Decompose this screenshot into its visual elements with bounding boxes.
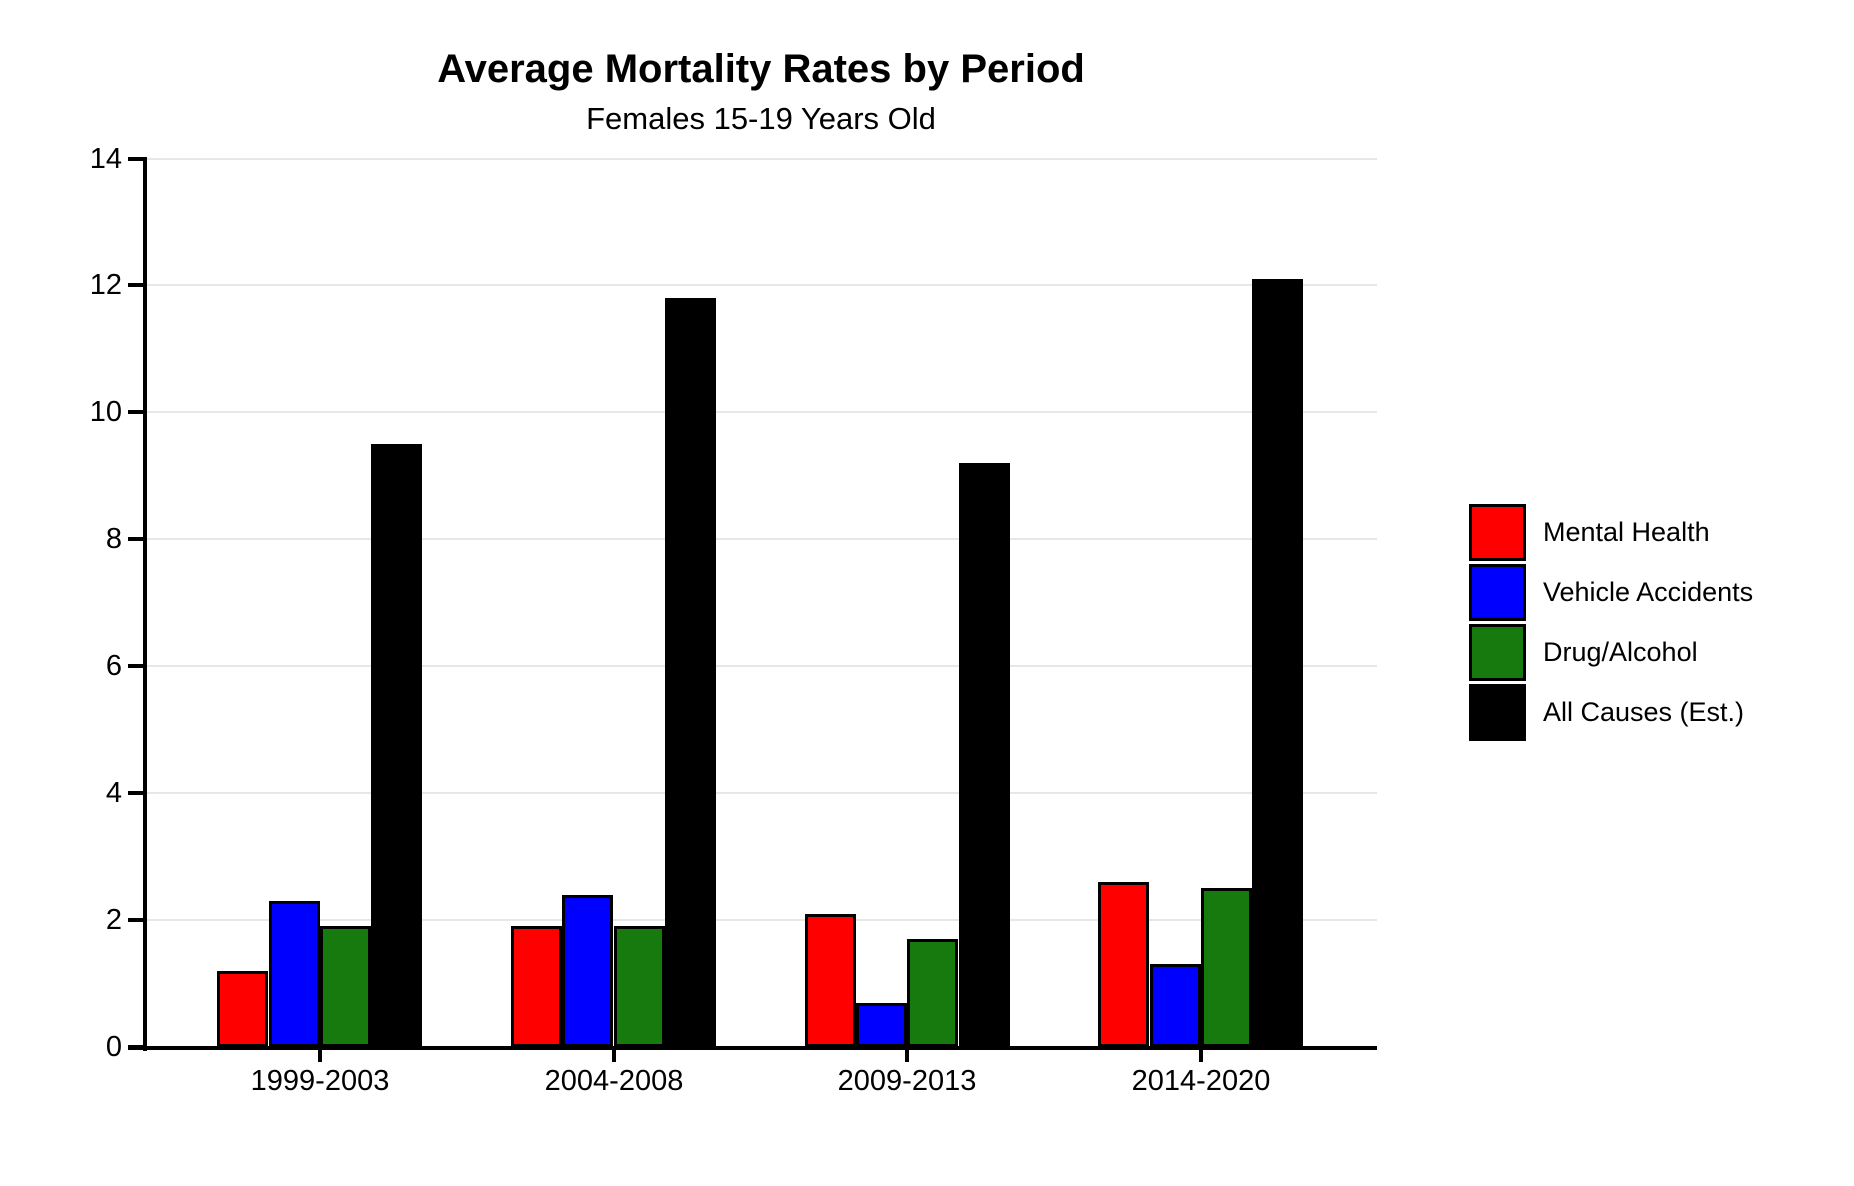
legend-item-2: Vehicle Accidents [1469, 564, 1753, 621]
chart-subtitle: Females 15-19 Years Old [586, 101, 936, 136]
bar-mental-health-1999-2003 [217, 971, 268, 1047]
bar-drug-alcohol-1999-2003 [320, 926, 371, 1047]
bar-all-causes-est-1999-2003 [371, 444, 422, 1047]
bar-mental-health-2009-2013 [805, 914, 856, 1047]
y-tick-label-0: 0 [105, 1031, 122, 1063]
gridline-y12 [145, 284, 1377, 286]
bar-drug-alcohol-2004-2008 [614, 926, 665, 1047]
y-tick-label-6: 6 [105, 650, 122, 682]
bar-vehicle-accidents-2009-2013 [856, 1003, 907, 1047]
legend-swatch-4 [1469, 684, 1526, 741]
y-tick-label-4: 4 [105, 777, 122, 809]
gridline-y2 [145, 919, 1377, 921]
y-tick-label-10: 10 [89, 396, 122, 428]
bar-drug-alcohol-2009-2013 [907, 939, 958, 1047]
legend-item-4: All Causes (Est.) [1469, 684, 1753, 741]
bar-all-causes-est-2004-2008 [665, 298, 716, 1047]
y-tick-6 [128, 664, 145, 668]
y-tick-12 [128, 283, 145, 287]
legend-swatch-3 [1469, 624, 1526, 681]
x-tick-2009-2013 [905, 1050, 909, 1062]
legend-label-4: All Causes (Est.) [1543, 697, 1745, 727]
legend: Mental Health Vehicle Accidents Drug/Alcoh… [1469, 504, 1753, 744]
x-tick-label-2014-2020: 2014-2020 [1131, 1065, 1271, 1097]
y-tick-2 [128, 918, 145, 922]
bar-all-causes-est-2014-2020 [1252, 279, 1303, 1047]
y-tick-4 [128, 791, 145, 795]
x-tick-label-1999-2003: 1999-2003 [250, 1065, 390, 1097]
y-tick-14 [128, 157, 145, 161]
legend-label-2: Vehicle Accidents [1543, 577, 1754, 607]
legend-label-1: Mental Health [1543, 517, 1710, 547]
bar-vehicle-accidents-2014-2020 [1150, 964, 1201, 1047]
chart-title: Average Mortality Rates by Period [437, 47, 1085, 91]
x-tick-1999-2003 [318, 1050, 322, 1062]
gridline-y8 [145, 538, 1377, 540]
gridline-y10 [145, 411, 1377, 413]
y-tick-label-8: 8 [105, 523, 122, 555]
x-axis-line [128, 1046, 1377, 1050]
gridline-y4 [145, 792, 1377, 794]
legend-item-1: Mental Health [1469, 504, 1753, 561]
x-tick-2014-2020 [1199, 1050, 1203, 1062]
bar-mental-health-2004-2008 [511, 926, 562, 1047]
legend-swatch-1 [1469, 504, 1526, 561]
bar-vehicle-accidents-2004-2008 [562, 895, 613, 1047]
bar-vehicle-accidents-1999-2003 [269, 901, 320, 1047]
gridline-y6 [145, 665, 1377, 667]
legend-label-3: Drug/Alcohol [1543, 637, 1698, 667]
gridline-y14 [145, 158, 1377, 160]
y-tick-label-14: 14 [89, 143, 122, 175]
y-tick-label-2: 2 [105, 904, 122, 936]
legend-swatch-2 [1469, 564, 1526, 621]
x-tick-2004-2008 [612, 1050, 616, 1062]
bar-mental-health-2014-2020 [1098, 882, 1149, 1047]
bar-all-causes-est-2009-2013 [959, 463, 1010, 1047]
bar-drug-alcohol-2014-2020 [1201, 888, 1252, 1047]
legend-item-3: Drug/Alcohol [1469, 624, 1753, 681]
y-tick-8 [128, 537, 145, 541]
x-tick-label-2004-2008: 2004-2008 [544, 1065, 684, 1097]
x-tick-label-2009-2013: 2009-2013 [837, 1065, 977, 1097]
y-tick-label-12: 12 [89, 269, 122, 301]
y-tick-10 [128, 410, 145, 414]
y-axis-line [143, 157, 147, 1051]
